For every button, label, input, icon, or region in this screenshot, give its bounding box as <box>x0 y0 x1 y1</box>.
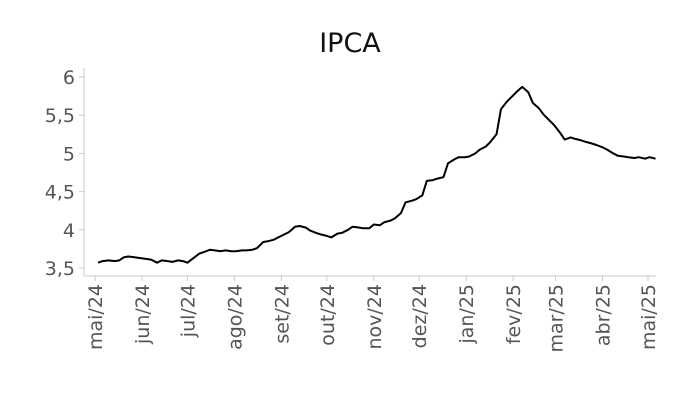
x-tick-label: mar/25 <box>546 284 568 353</box>
x-tick-label: jun/24 <box>132 284 154 345</box>
x-tick-label: ago/24 <box>224 284 246 350</box>
y-tick-label: 4 <box>63 220 75 242</box>
y-tick-label: 3,5 <box>45 258 75 280</box>
chart-title: IPCA <box>319 28 381 59</box>
y-tick-label: 4,5 <box>45 182 75 204</box>
y-tick-label: 6 <box>63 67 75 89</box>
y-tick-label: 5,5 <box>45 105 75 127</box>
x-tick-label: fev/25 <box>503 284 525 344</box>
x-tick-label: jan/25 <box>456 284 478 345</box>
x-tick-label: abr/25 <box>593 284 615 346</box>
x-tick-label: out/24 <box>317 284 339 346</box>
x-tick-label: dez/24 <box>409 284 431 348</box>
x-tick-label: mai/24 <box>85 284 107 350</box>
x-tick-label: set/24 <box>271 284 293 344</box>
x-tick-label: nov/24 <box>364 284 386 350</box>
y-tick-label: 5 <box>63 143 75 165</box>
x-tick-label: jul/24 <box>177 284 199 338</box>
x-tick-label: mai/25 <box>638 284 660 350</box>
ipca-series-line <box>97 85 656 264</box>
